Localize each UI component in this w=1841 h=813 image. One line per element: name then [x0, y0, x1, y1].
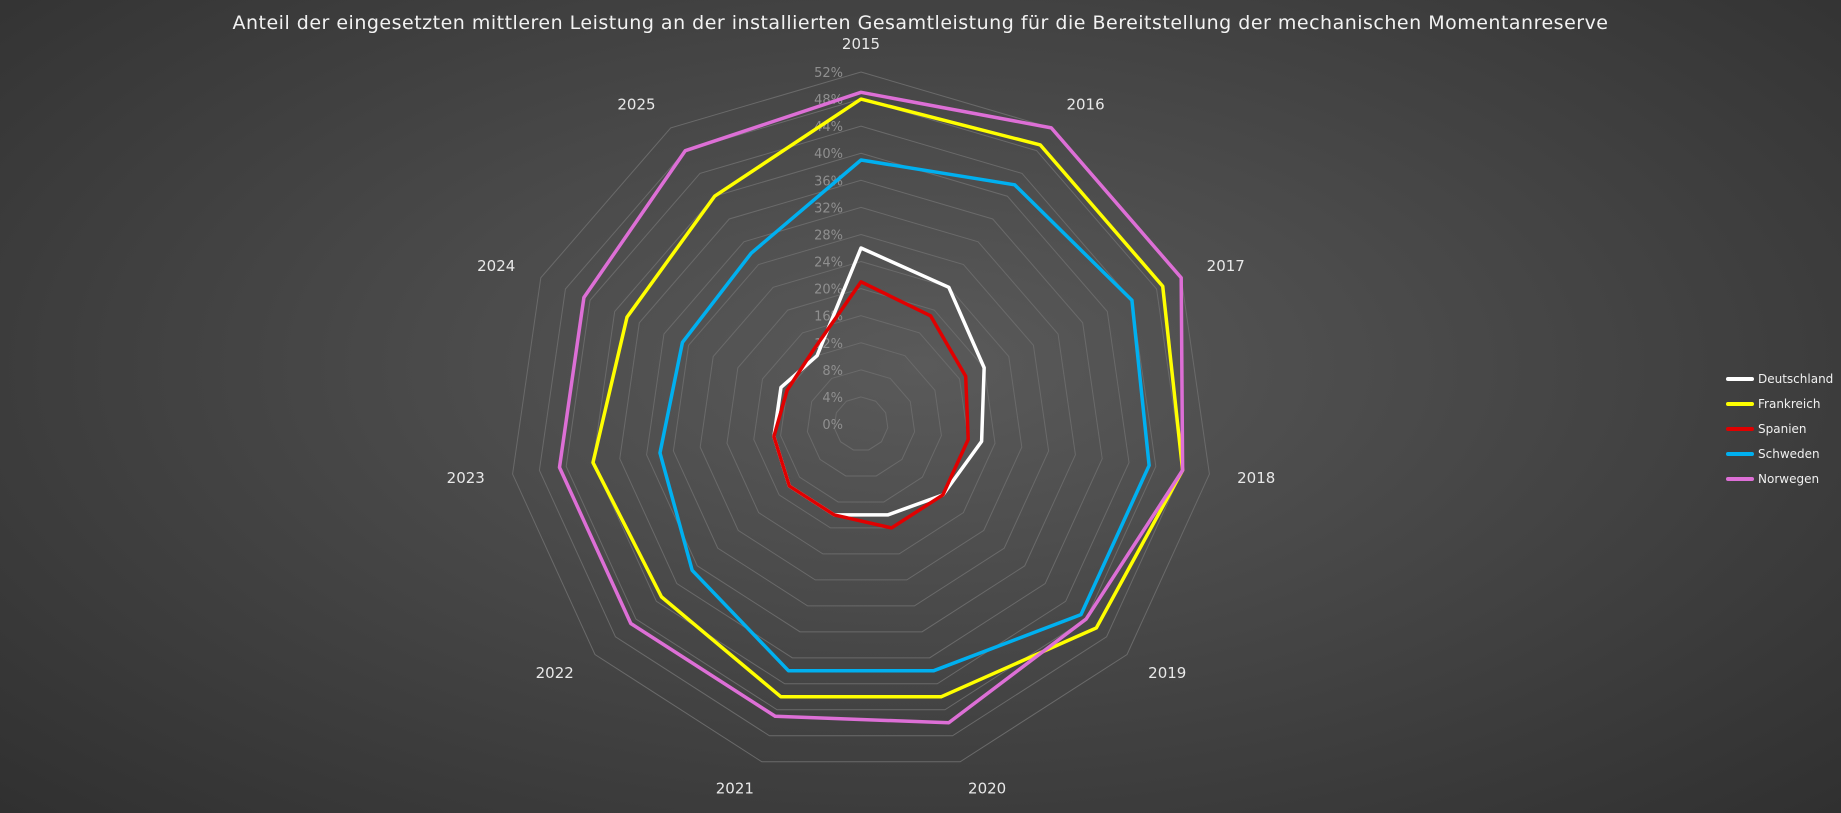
- radial-tick-label: 40%: [814, 147, 843, 162]
- category-label: 2017: [1207, 257, 1245, 275]
- radial-tick-labels: 0%4%8%12%16%20%24%28%32%36%40%44%48%52%: [814, 66, 843, 433]
- grid-ring: [619, 179, 1103, 659]
- series-line-deutschland: [772, 246, 986, 517]
- category-labels: 2015 2016 2017 2018 2019 2020 2021 2022 2023 2024…: [447, 35, 1276, 798]
- legend-item: Schweden: [1726, 441, 1833, 466]
- legend-swatch: [1726, 426, 1754, 431]
- legend: Deutschland Frankreich Spanien Schweden Norw…: [1726, 366, 1833, 491]
- legend-label: Deutschland: [1758, 371, 1834, 386]
- category-label: 2020: [968, 780, 1006, 798]
- legend-item: Deutschland: [1726, 366, 1833, 391]
- series-lines: [557, 90, 1185, 725]
- series-line-norwegen: [557, 90, 1185, 725]
- category-label: 2015: [842, 35, 880, 53]
- series-line-schweden: [658, 158, 1151, 673]
- category-label: 2022: [536, 664, 574, 682]
- radial-tick-label: 0%: [822, 418, 843, 433]
- radial-tick-label: 32%: [814, 201, 843, 216]
- category-label: 2021: [716, 780, 754, 798]
- legend-swatch: [1726, 451, 1754, 456]
- grid-ring: [753, 315, 969, 529]
- legend-item: Frankreich: [1726, 391, 1833, 416]
- category-label: 2023: [447, 469, 485, 487]
- grid-ring: [806, 369, 916, 477]
- legend-swatch: [1726, 376, 1754, 381]
- grid-ring: [592, 152, 1130, 685]
- category-label: 2016: [1066, 95, 1104, 113]
- radial-tick-label: 52%: [814, 66, 843, 81]
- grid-ring: [646, 206, 1076, 633]
- radial-tick-label: 8%: [822, 364, 843, 379]
- radial-tick-label: 4%: [822, 391, 843, 406]
- radial-tick-label: 20%: [814, 283, 843, 298]
- grid-ring: [672, 233, 1050, 607]
- category-label: 2025: [617, 95, 655, 113]
- radar-grid: [512, 71, 1210, 763]
- grid-ring: [565, 125, 1157, 711]
- legend-item: Spanien: [1726, 416, 1833, 441]
- legend-item: Norwegen: [1726, 466, 1833, 491]
- legend-label: Norwegen: [1758, 471, 1820, 486]
- series-line-spanien: [772, 280, 970, 530]
- grid-ring: [538, 98, 1184, 737]
- legend-swatch: [1726, 401, 1754, 406]
- legend-swatch: [1726, 476, 1754, 481]
- legend-label: Schweden: [1758, 446, 1820, 461]
- grid-ring: [699, 261, 1023, 581]
- category-label: 2019: [1148, 664, 1186, 682]
- chart-title: Anteil der eingesetzten mittleren Leistu…: [232, 12, 1609, 34]
- legend-label: Spanien: [1758, 421, 1807, 436]
- grid-ring: [726, 288, 996, 555]
- radial-tick-label: 28%: [814, 228, 843, 243]
- radial-tick-label: 36%: [814, 174, 843, 189]
- grid-ring: [833, 396, 889, 451]
- radial-tick-label: 24%: [814, 256, 843, 271]
- category-label: 2024: [477, 257, 515, 275]
- series-line-frankreich: [591, 97, 1185, 699]
- legend-label: Frankreich: [1758, 396, 1821, 411]
- category-label: 2018: [1237, 469, 1275, 487]
